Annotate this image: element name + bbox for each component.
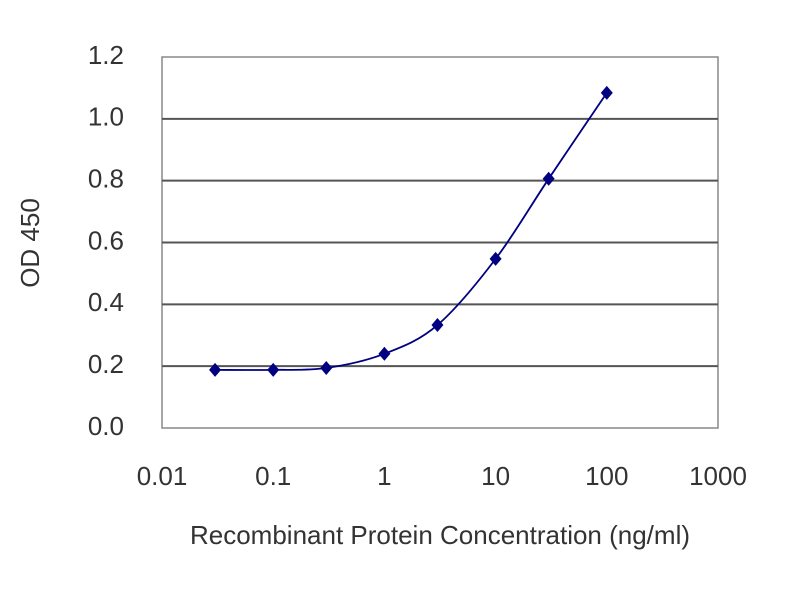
marker — [378, 346, 391, 361]
curve — [215, 92, 608, 371]
marker — [209, 362, 222, 377]
y-tick-label: 0.2 — [88, 349, 124, 379]
x-tick-label: 1 — [377, 461, 391, 491]
marker — [267, 362, 280, 377]
x-tick-label: 0.1 — [255, 461, 291, 491]
y-tick-label: 0.4 — [88, 287, 124, 317]
x-tick-label: 0.01 — [137, 461, 188, 491]
y-tick-label: 0.8 — [88, 164, 124, 194]
x-tick-label: 10 — [481, 461, 510, 491]
marker — [542, 171, 555, 186]
y-tick-label: 0.6 — [88, 225, 124, 255]
y-tick-label: 1.2 — [88, 40, 124, 70]
marker — [320, 361, 333, 376]
y-tick-label: 1.0 — [88, 102, 124, 132]
y-tick-label: 0.0 — [88, 411, 124, 441]
marker — [600, 85, 613, 100]
x-tick-label: 100 — [585, 461, 628, 491]
y-axis-label: OD 450 — [15, 198, 45, 288]
x-tick-label: 1000 — [689, 461, 747, 491]
x-axis-label: Recombinant Protein Concentration (ng/ml… — [190, 520, 690, 550]
marker — [489, 251, 502, 266]
marker — [431, 318, 444, 333]
